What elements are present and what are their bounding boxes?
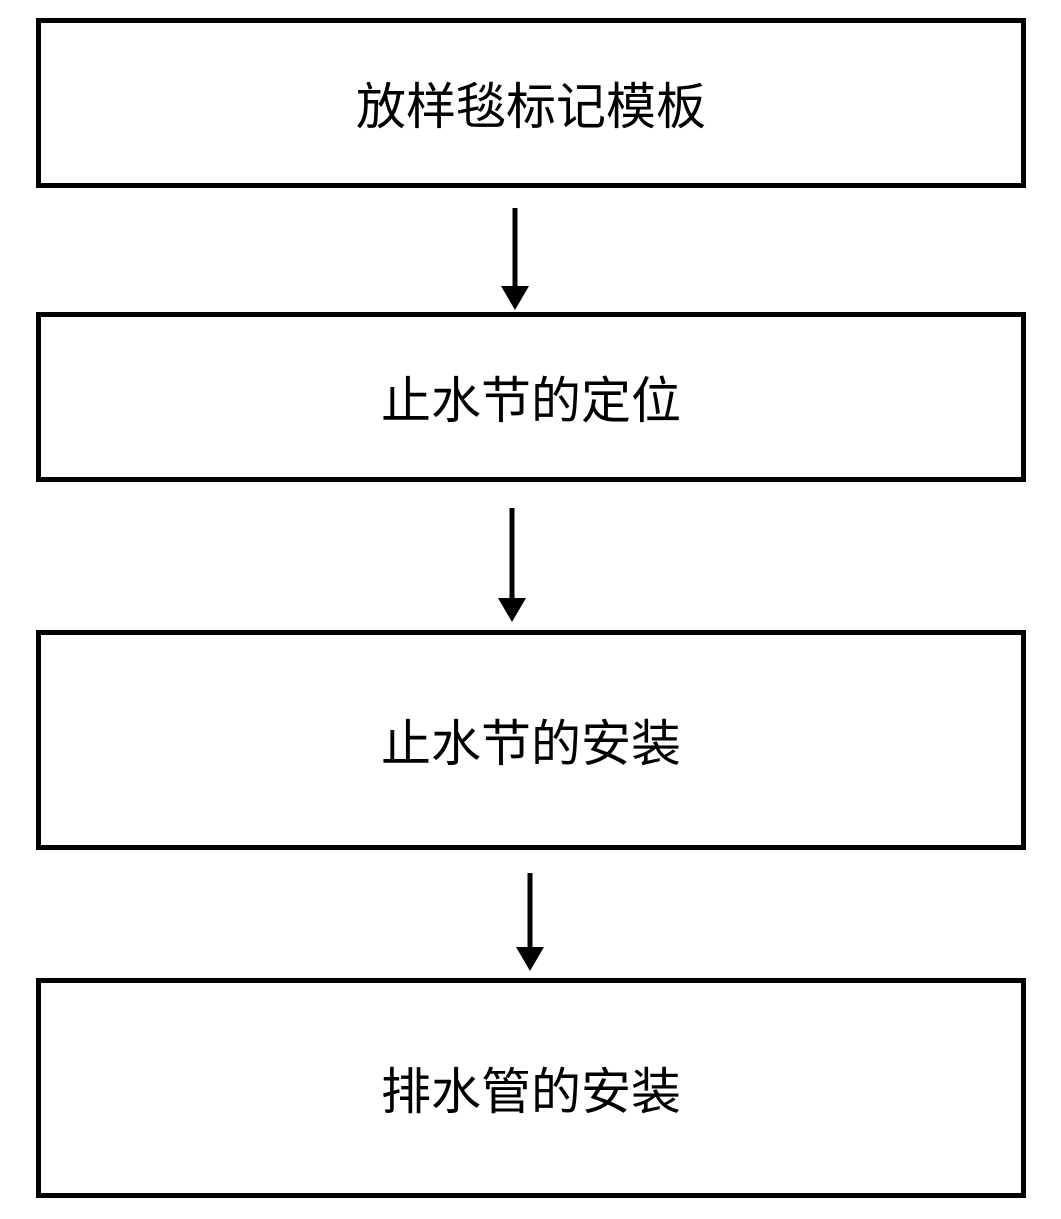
flowchart-canvas: 放样毯标记模板 止水节的定位 止水节的安装 排水管的安装 xyxy=(0,0,1061,1219)
flow-node-label: 止水节的定位 xyxy=(381,361,681,433)
flow-node: 放样毯标记模板 xyxy=(36,18,1026,188)
flow-node: 止水节的安装 xyxy=(36,630,1026,850)
arrow-down-icon xyxy=(510,873,550,973)
flow-node: 止水节的定位 xyxy=(36,312,1026,482)
arrow-down-icon xyxy=(495,208,535,312)
flow-node-label: 放样毯标记模板 xyxy=(356,67,706,139)
flow-node-label: 排水管的安装 xyxy=(381,1052,681,1124)
flow-node-label: 止水节的安装 xyxy=(381,704,681,776)
flow-node: 排水管的安装 xyxy=(36,978,1026,1198)
arrow-down-icon xyxy=(492,508,532,624)
